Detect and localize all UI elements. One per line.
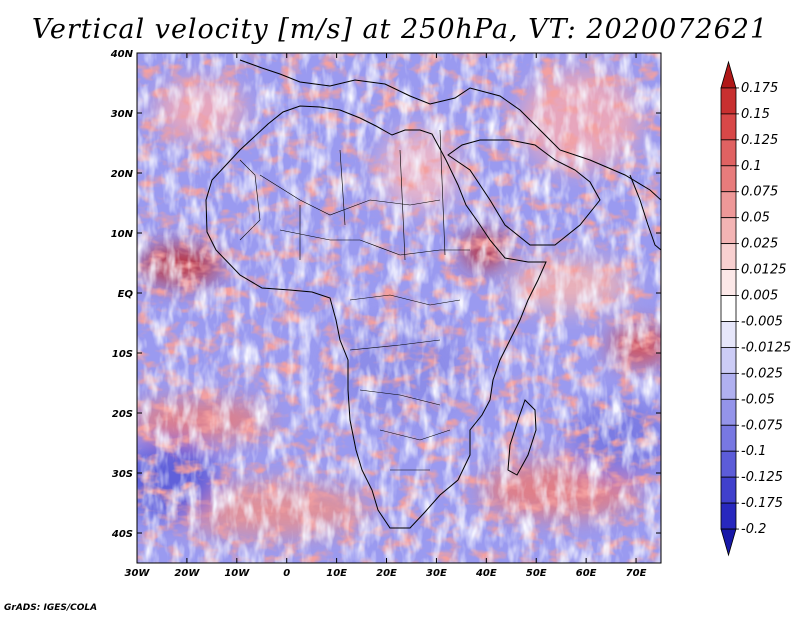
colorbar-swatch [720, 269, 737, 296]
colorbar-swatch [720, 502, 737, 530]
madagascar-coastline [507, 399, 537, 476]
colorbar-swatch [720, 347, 737, 374]
coastlines [205, 59, 661, 529]
lon-tick-label: 10W [224, 568, 250, 579]
colorbar-swatch [720, 165, 737, 193]
axis-ticks: 30W 20W 10W 0 10E 20E 30E 40E 50E 60E 70E 40N 30N 20N… [110, 49, 661, 579]
colorbar-label: -0.075 [741, 418, 783, 433]
colorbar-swatch [720, 372, 737, 400]
colorbar-label: -0.125 [741, 470, 783, 485]
colorbar: 0.175 0.15 0.125 0.1 0.075 0.05 0.025 0.0125 0.0… [720, 60, 791, 557]
colorbar-swatch [720, 424, 737, 452]
colorbar-label: 0.15 [741, 107, 770, 122]
colorbar-label: 0.025 [741, 237, 778, 252]
lat-tick-label: 10S [112, 349, 133, 360]
lon-tick-label: 20W [174, 568, 200, 579]
colorbar-label: -0.0125 [741, 340, 791, 355]
lat-tick-label: 30N [111, 109, 134, 120]
arabia-coastline [447, 139, 601, 246]
grads-credit: GrADS: IGES/COLA [4, 603, 98, 613]
country-borders [239, 129, 470, 471]
colorbar-swatch [720, 191, 737, 219]
lat-tick-label: 10N [111, 229, 134, 240]
lon-tick-label: 60E [576, 568, 597, 579]
lat-tick-label: 40S [111, 529, 133, 540]
lat-tick-label: 20S [112, 409, 133, 420]
lon-tick-label: 50E [526, 568, 547, 579]
colorbar-label: 0.0125 [741, 263, 787, 278]
lat-tick-label: 30S [112, 469, 133, 480]
colorbar-label: 0.075 [741, 185, 778, 200]
map-frame [136, 52, 662, 564]
colorbar-swatch [720, 87, 737, 115]
europe-coastline [239, 59, 661, 201]
lon-tick-label: 30E [426, 568, 447, 579]
lon-tick-label: 30W [125, 568, 151, 579]
colorbar-label: 0.05 [741, 211, 770, 226]
map-title: Vertical velocity [m/s] at 250hPa, VT: 2… [31, 14, 769, 45]
colorbar-swatch [720, 476, 737, 504]
colorbar-swatch [720, 217, 737, 245]
colorbar-label: 0.125 [741, 133, 778, 148]
lon-tick-label: 20E [376, 568, 397, 579]
colorbar-label: -0.025 [741, 366, 783, 381]
colorbar-swatch [720, 398, 737, 426]
lon-tick-label: 0 [283, 568, 290, 579]
lat-tick-label: 20N [111, 169, 134, 180]
lat-tick-label: EQ [118, 289, 134, 300]
colorbar-label: -0.2 [741, 522, 766, 537]
colorbar-swatch [720, 321, 737, 348]
velocity-field [137, 53, 661, 563]
colorbar-swatch [720, 139, 737, 167]
colorbar-label: -0.05 [741, 392, 775, 407]
colorbar-label: -0.1 [741, 444, 766, 459]
colorbar-swatch [720, 60, 737, 89]
lon-tick-label: 40E [475, 568, 497, 579]
india-coastline [629, 174, 661, 251]
colorbar-swatch [720, 243, 737, 270]
colorbar-label: -0.175 [741, 496, 783, 511]
colorbar-label: -0.005 [741, 314, 783, 329]
lat-tick-label: 40N [110, 49, 134, 60]
colorbar-swatch [720, 295, 737, 322]
africa-coastline [205, 105, 547, 529]
colorbar-label: 0.005 [741, 289, 778, 304]
colorbar-label: 0.175 [741, 81, 778, 96]
colorbar-swatch [720, 113, 737, 141]
colorbar-swatch [720, 450, 737, 478]
colorbar-swatch [720, 528, 737, 557]
lon-tick-label: 70E [626, 568, 647, 579]
lon-tick-label: 10E [326, 568, 347, 579]
colorbar-label: 0.1 [741, 159, 762, 174]
